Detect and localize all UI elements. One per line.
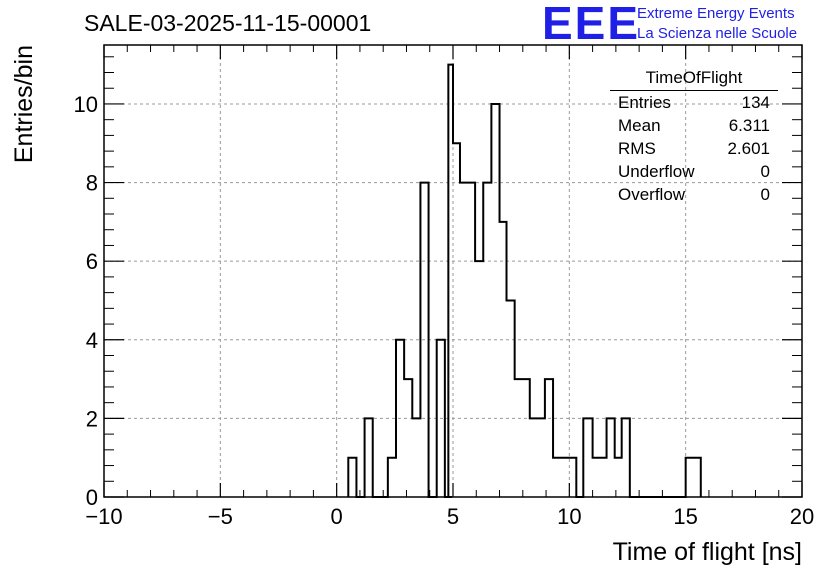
y-tick-label: 10 xyxy=(74,92,98,117)
y-tick-label: 8 xyxy=(86,171,98,196)
stats-value: 2.601 xyxy=(727,139,770,158)
logo-caption-line2: La Scienza nelle Scuole xyxy=(637,25,798,42)
stats-value: 0 xyxy=(760,185,770,204)
stats-value: 0 xyxy=(760,162,770,181)
stats-value: 134 xyxy=(741,93,770,112)
histogram-bin xyxy=(453,143,460,497)
y-axis-label: Entries/bin xyxy=(10,45,38,163)
x-tick-label: 5 xyxy=(447,504,459,529)
histogram-bin xyxy=(348,458,356,497)
histogram-bin xyxy=(686,458,701,497)
y-tick-label: 4 xyxy=(86,328,98,353)
eee-logo: EEE xyxy=(542,0,641,49)
y-tick-label: 6 xyxy=(86,249,98,274)
x-tick-label: 0 xyxy=(331,504,343,529)
histogram-bin xyxy=(507,300,515,497)
histogram-bin xyxy=(500,222,507,497)
histogram-bin xyxy=(553,458,561,497)
histogram-bin xyxy=(583,418,592,497)
stats-box: TimeOfFlight Entries 134 Mean 6.311 RMS … xyxy=(610,68,778,206)
x-tick-label: −10 xyxy=(85,504,122,529)
histogram-bin xyxy=(475,261,483,497)
histogram-bin xyxy=(593,458,607,497)
x-tick-label: 10 xyxy=(557,504,581,529)
x-tick-label: 20 xyxy=(790,504,814,529)
histogram-outline xyxy=(347,63,702,498)
tick-labels: −10 −5 0 5 10 15 20 0 2 4 6 8 10 xyxy=(74,92,815,529)
histogram-bin xyxy=(530,418,545,497)
histogram-bin xyxy=(404,379,412,497)
histogram-bin xyxy=(545,379,553,497)
stats-row-underflow: Underflow 0 xyxy=(610,160,778,183)
stats-row-entries: Entries 134 xyxy=(610,91,778,114)
histogram-bin xyxy=(607,418,615,497)
stats-row-mean: Mean 6.311 xyxy=(610,114,778,137)
x-tick-label: 15 xyxy=(673,504,697,529)
stats-label: Mean xyxy=(618,116,661,135)
x-tick-label: −5 xyxy=(208,504,233,529)
y-tick-label: 0 xyxy=(86,485,98,510)
x-axis-label: Time of flight [ns] xyxy=(613,538,802,566)
stats-value: 6.311 xyxy=(728,116,770,135)
y-tick-label: 2 xyxy=(86,406,98,431)
logo-caption: Extreme Energy Events La Scienza nelle S… xyxy=(637,4,797,44)
plot-frame xyxy=(103,44,803,498)
stats-label: Entries xyxy=(618,93,671,112)
histogram-bin xyxy=(515,379,530,497)
histogram-bars xyxy=(347,63,702,498)
histogram-bin xyxy=(622,418,630,497)
stats-row-rms: RMS 2.601 xyxy=(610,137,778,160)
stats-label: Underflow xyxy=(618,162,695,181)
logo-caption-line1: Extreme Energy Events xyxy=(637,5,795,22)
histogram-bin xyxy=(365,418,373,497)
histogram-bin xyxy=(491,104,499,497)
stats-label: Overflow xyxy=(618,185,686,204)
stats-row-overflow: Overflow 0 xyxy=(610,183,778,206)
chart-title: SALE-03-2025-11-15-00001 xyxy=(84,10,372,36)
histogram-bin xyxy=(412,418,420,497)
histogram-bin xyxy=(388,458,396,497)
stats-title: TimeOfFlight xyxy=(610,68,778,91)
stats-label: RMS xyxy=(618,139,656,158)
